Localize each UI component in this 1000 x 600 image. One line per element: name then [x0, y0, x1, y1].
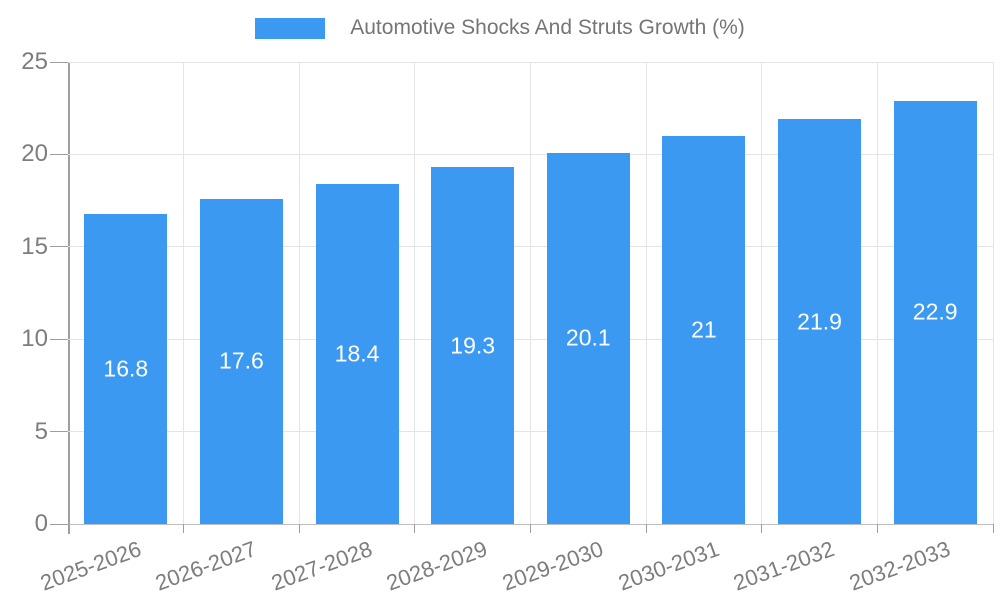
- x-axis-label: 2029-2030: [499, 536, 607, 596]
- bar-2028-2029[interactable]: 19.3: [431, 167, 515, 524]
- bar-2031-2032[interactable]: 21.9: [778, 119, 862, 524]
- v-gridline: [530, 62, 531, 524]
- v-gridline: [645, 62, 647, 524]
- x-axis-tick: [183, 524, 185, 533]
- y-axis-tick: [50, 246, 68, 248]
- v-gridline: [876, 62, 878, 524]
- bar-2026-2027[interactable]: 17.6: [199, 198, 283, 524]
- bar-2027-2028[interactable]: 18.4: [315, 183, 399, 524]
- x-axis-label: 2026-2027: [152, 536, 260, 596]
- y-axis-label: 20: [21, 140, 48, 168]
- y-axis-label: 15: [21, 232, 48, 260]
- bar-value-label: 21.9: [797, 308, 842, 335]
- x-axis-tick: [761, 524, 763, 533]
- chart-legend[interactable]: Automotive Shocks And Struts Growth (%): [0, 16, 1000, 40]
- y-axis-label: 25: [21, 48, 48, 75]
- bar-2029-2030[interactable]: 20.1: [546, 152, 630, 524]
- y-axis-tick: [50, 61, 68, 63]
- v-gridline: [761, 62, 763, 524]
- x-axis-label: 2027-2028: [267, 536, 376, 596]
- x-axis-label: 2032-2033: [845, 536, 954, 596]
- v-gridline: [414, 62, 416, 524]
- bar-2032-2033[interactable]: 22.9: [893, 100, 977, 524]
- x-axis-label: 2028-2029: [383, 536, 491, 596]
- bar-2030-2031[interactable]: 21: [662, 135, 746, 524]
- x-axis-tick: [67, 524, 69, 533]
- legend-label[interactable]: Automotive Shocks And Struts Growth (%): [350, 16, 745, 39]
- x-axis-tick: [645, 524, 647, 533]
- bar-value-label: 19.3: [450, 332, 496, 359]
- y-axis-tick: [50, 338, 68, 340]
- x-axis-tick: [992, 524, 994, 533]
- x-axis-label: 2031-2032: [730, 536, 838, 596]
- y-axis-label: 10: [21, 325, 48, 353]
- bar-value-label: 17.6: [219, 347, 264, 374]
- x-axis-tick: [530, 524, 531, 533]
- x-axis-label: 2030-2031: [614, 536, 723, 596]
- v-gridline: [992, 62, 994, 524]
- v-gridline: [183, 62, 185, 524]
- y-axis-label: 0: [34, 510, 48, 537]
- bar-2025-2026[interactable]: 16.8: [84, 213, 168, 524]
- bar-value-label: 18.4: [334, 340, 380, 367]
- x-axis-tick: [876, 524, 878, 533]
- legend-swatch-icon[interactable]: [255, 17, 326, 39]
- x-axis-label: 2025-2026: [36, 536, 145, 596]
- y-axis-tick: [50, 431, 68, 433]
- y-axis-label: 5: [34, 417, 48, 445]
- plot-area: 16.8 17.6 18.4 19.3 20.1 21 21.9 22.9: [68, 61, 994, 525]
- bar-value-label: 16.8: [103, 355, 149, 382]
- x-axis-tick: [414, 524, 416, 533]
- y-axis-line: [68, 62, 70, 534]
- bar-value-label: 21: [691, 316, 717, 343]
- v-gridline: [298, 62, 300, 524]
- x-axis-tick: [298, 524, 300, 533]
- y-axis-tick: [50, 523, 68, 525]
- bar-value-label: 20.1: [565, 324, 611, 351]
- bar-value-label: 22.9: [912, 298, 958, 325]
- y-axis-tick: [50, 153, 68, 155]
